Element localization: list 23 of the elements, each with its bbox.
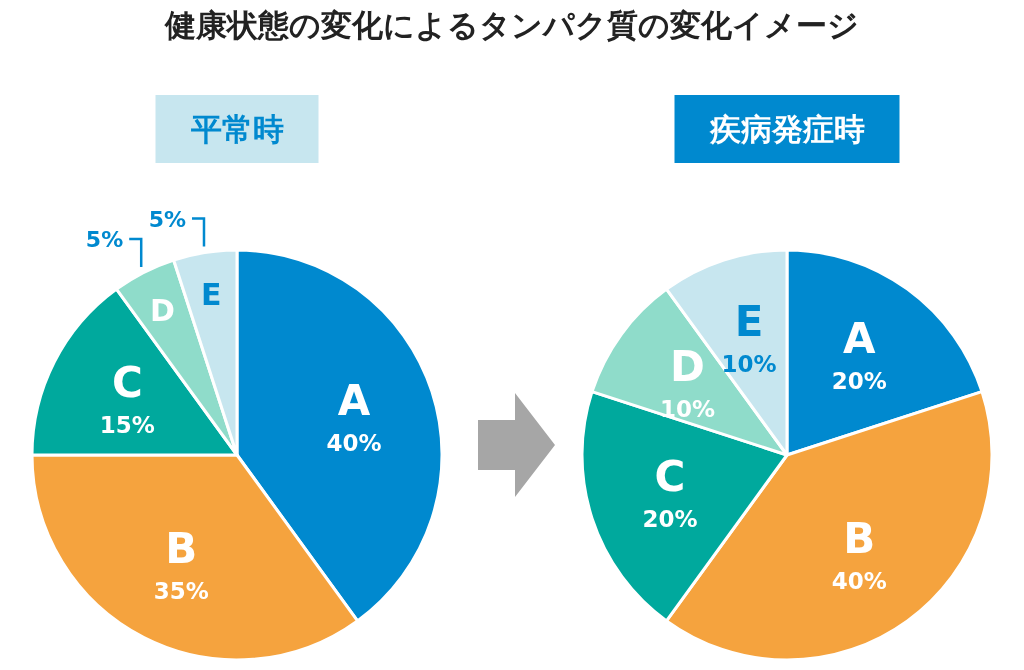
text: 健康状態の変化によるタンパク質の変化イメージ	[164, 7, 859, 43]
data-label: 20%	[831, 368, 887, 395]
data-label: 10%	[659, 395, 716, 422]
data-label: 40%	[326, 429, 382, 456]
data-label: 15%	[99, 412, 155, 439]
data-label: 40%	[831, 567, 887, 594]
data-label: 10%	[721, 351, 777, 378]
slice-label: D	[670, 341, 705, 391]
slice-label: A	[337, 375, 371, 425]
slice-label: B	[843, 513, 876, 563]
slice-label: C	[654, 452, 686, 502]
data-label: 5%	[148, 206, 186, 232]
chart-subtitle: 平常時	[189, 111, 284, 147]
slice-label: E	[734, 297, 764, 347]
data-label: 5%	[85, 227, 124, 252]
slice-label: C	[111, 358, 143, 408]
slice-label: D	[150, 292, 175, 328]
slice-label: A	[843, 314, 877, 364]
slice-label: B	[165, 523, 198, 573]
data-label: 20%	[642, 506, 698, 533]
data-label: 35%	[153, 577, 209, 604]
slice-label: E	[201, 277, 222, 313]
chart-subtitle: 疾病発症時	[708, 111, 865, 147]
